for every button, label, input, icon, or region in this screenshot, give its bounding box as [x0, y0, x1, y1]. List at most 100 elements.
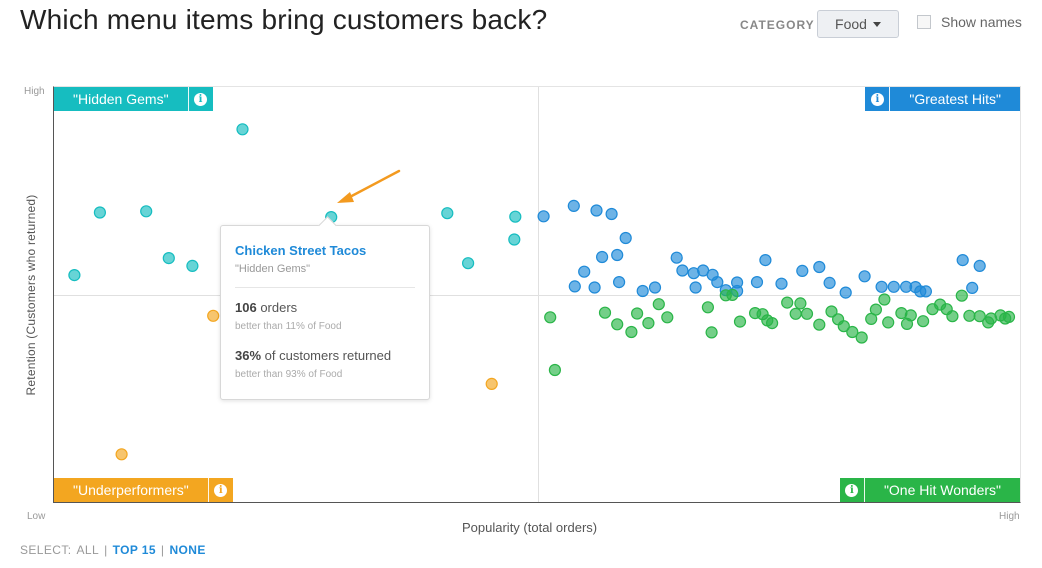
show-names-toggle[interactable]: Show names — [917, 14, 1022, 30]
data-point[interactable] — [611, 318, 624, 331]
select-top15-link[interactable]: TOP 15 — [112, 543, 156, 557]
category-dropdown[interactable]: Food — [817, 10, 899, 38]
data-point[interactable] — [652, 298, 665, 311]
quadrant-underperformers-label: "Underperformers" — [73, 482, 189, 498]
data-point[interactable] — [648, 281, 662, 294]
data-point[interactable] — [875, 280, 888, 293]
vertical-divider — [538, 87, 539, 502]
data-point[interactable] — [946, 310, 959, 323]
data-point[interactable] — [689, 281, 702, 294]
tooltip-item-group: "Hidden Gems" — [235, 263, 311, 275]
data-point[interactable] — [839, 286, 852, 299]
data-point[interactable] — [462, 257, 475, 270]
data-point[interactable] — [611, 248, 624, 262]
data-point[interactable] — [765, 317, 779, 330]
data-point[interactable] — [612, 276, 626, 289]
data-point[interactable] — [567, 199, 580, 213]
data-point[interactable] — [823, 276, 836, 289]
data-point[interactable] — [598, 306, 612, 319]
data-point[interactable] — [701, 301, 715, 314]
data-point[interactable] — [630, 307, 644, 320]
data-point[interactable] — [115, 448, 128, 461]
data-point[interactable] — [661, 311, 674, 324]
x-axis-title: Popularity (total orders) — [462, 520, 598, 535]
data-point[interactable] — [813, 318, 826, 331]
tooltip-orders-value: 106 — [235, 300, 257, 315]
data-point[interactable] — [605, 207, 618, 221]
data-point[interactable] — [625, 325, 638, 339]
data-point[interactable] — [711, 276, 724, 289]
data-point[interactable] — [544, 311, 557, 324]
select-separator: | — [104, 543, 108, 557]
data-point[interactable] — [441, 207, 454, 220]
data-point[interactable] — [796, 264, 809, 277]
data-point[interactable] — [846, 325, 859, 339]
data-point[interactable] — [759, 254, 772, 267]
data-point[interactable] — [726, 288, 739, 301]
data-point[interactable] — [919, 285, 933, 298]
data-point[interactable] — [869, 303, 883, 316]
info-icon[interactable]: i — [840, 478, 865, 502]
data-point[interactable] — [878, 293, 891, 306]
data-point[interactable] — [973, 259, 986, 272]
data-point[interactable] — [642, 317, 655, 330]
data-point[interactable] — [537, 210, 550, 223]
data-point[interactable] — [955, 289, 968, 302]
data-point[interactable] — [904, 309, 917, 322]
data-point[interactable] — [676, 264, 689, 277]
data-point[interactable] — [973, 310, 986, 323]
data-point[interactable] — [800, 307, 814, 320]
data-point[interactable] — [882, 316, 895, 329]
data-point[interactable] — [916, 315, 930, 328]
show-names-checkbox[interactable] — [917, 15, 931, 29]
data-point[interactable] — [775, 277, 788, 290]
data-point[interactable] — [568, 280, 581, 293]
data-point[interactable] — [509, 210, 522, 223]
data-point[interactable] — [93, 206, 107, 219]
data-point[interactable] — [794, 297, 807, 310]
select-all-link[interactable]: ALL — [76, 543, 100, 557]
data-point[interactable] — [733, 315, 747, 328]
data-point[interactable] — [236, 123, 249, 136]
data-point[interactable] — [887, 280, 900, 293]
data-point[interactable] — [588, 281, 601, 294]
data-point[interactable] — [813, 260, 826, 274]
select-separator: | — [160, 543, 165, 557]
data-point[interactable] — [548, 363, 561, 377]
data-point[interactable] — [837, 320, 850, 333]
data-point[interactable] — [207, 309, 220, 322]
info-icon[interactable]: i — [207, 478, 233, 502]
quadrant-hidden-gems: "Hidden Gems" i — [54, 87, 213, 111]
data-point[interactable] — [162, 252, 175, 265]
select-none-link[interactable]: NONE — [169, 543, 206, 557]
data-point[interactable] — [68, 269, 81, 282]
data-point[interactable] — [186, 259, 199, 272]
tooltip-item-name: Chicken Street Tacos — [235, 243, 367, 258]
data-point[interactable] — [1002, 310, 1016, 323]
data-point[interactable] — [750, 276, 764, 289]
tooltip-retention: 36% of customers returned — [235, 348, 415, 363]
item-tooltip: Chicken Street Tacos "Hidden Gems" 106 o… — [220, 225, 430, 400]
data-point[interactable] — [956, 254, 969, 267]
data-point[interactable] — [140, 205, 153, 218]
info-icon[interactable]: i — [187, 87, 213, 111]
data-point[interactable] — [858, 270, 871, 283]
data-point[interactable] — [966, 281, 979, 294]
data-point[interactable] — [789, 307, 802, 320]
data-point[interactable] — [578, 265, 591, 278]
data-point[interactable] — [705, 326, 718, 339]
data-point[interactable] — [855, 331, 868, 344]
data-point[interactable] — [508, 233, 521, 246]
data-point[interactable] — [670, 251, 683, 264]
data-point[interactable] — [781, 296, 794, 309]
data-point[interactable] — [619, 231, 632, 245]
data-point[interactable] — [485, 377, 498, 390]
data-point[interactable] — [963, 309, 976, 322]
tooltip-orders-unit: orders — [260, 300, 298, 315]
tooltip-divider — [235, 287, 415, 288]
data-point[interactable] — [636, 284, 649, 298]
data-point[interactable] — [595, 250, 609, 264]
data-point[interactable] — [825, 305, 838, 318]
info-icon[interactable]: i — [865, 87, 891, 111]
data-point[interactable] — [590, 204, 603, 217]
